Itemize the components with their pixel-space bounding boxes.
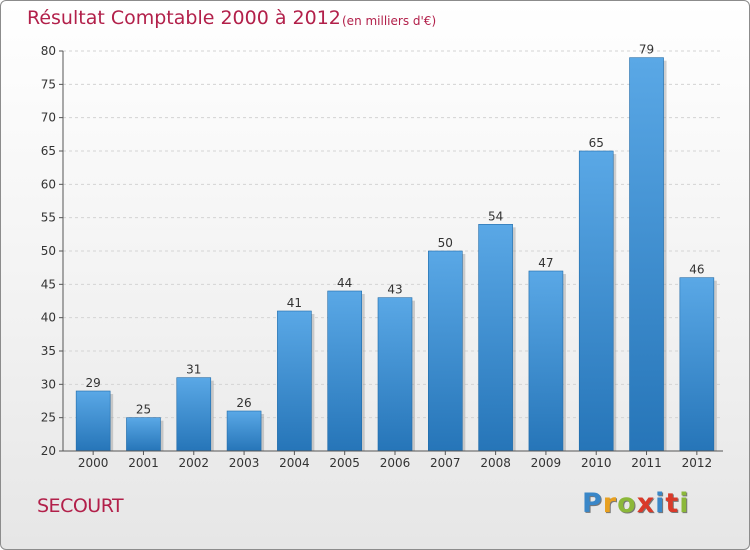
x-tick-label: 2003 (229, 456, 260, 470)
x-tick-label: 2010 (581, 456, 612, 470)
logo-letter: r (602, 488, 618, 519)
x-tick-label: 2000 (78, 456, 109, 470)
value-label: 44 (337, 276, 352, 290)
logo-letter: i (655, 488, 666, 519)
y-tick-label: 30 (41, 377, 56, 391)
x-tick-label: 2012 (682, 456, 713, 470)
value-label: 25 (136, 403, 151, 417)
bar-2004[interactable] (277, 310, 312, 452)
y-tick-label: 80 (41, 44, 56, 58)
bar-2008[interactable] (478, 224, 513, 452)
logo-letter: x (636, 488, 656, 519)
chart-subtitle: (en milliers d'€) (342, 14, 437, 28)
commune-name: SECOURT (37, 495, 124, 517)
x-tick-label: 2006 (380, 456, 411, 470)
value-label: 79 (639, 43, 654, 57)
bar-2002[interactable] (176, 377, 212, 452)
x-tick-label: 2001 (128, 456, 159, 470)
bar-2000[interactable] (75, 390, 111, 452)
y-tick-label: 20 (41, 444, 56, 458)
bar-2007[interactable] (428, 250, 463, 452)
x-tick-label: 2008 (480, 456, 511, 470)
axes: 20 25 30 35 40 45 50 55 60 65 70 75 80 2000 2001 2002 20… (41, 44, 723, 470)
bar-series: 29 25 31 26 41 44 43 50 54 47 65 79 46 (75, 43, 717, 452)
value-label: 46 (689, 263, 704, 277)
x-tick-label: 2002 (178, 456, 209, 470)
y-tick-label: 60 (41, 177, 56, 191)
bar-2012[interactable] (679, 277, 715, 452)
y-tick-label: 35 (41, 344, 56, 358)
logo-letter: t (665, 488, 680, 519)
y-tick-label: 65 (41, 144, 56, 158)
value-label: 26 (236, 396, 251, 410)
value-label: 41 (287, 296, 302, 310)
chart-title: Résultat Comptable 2000 à 2012 (27, 7, 341, 29)
value-label: 31 (186, 363, 201, 377)
value-label: 65 (589, 136, 604, 150)
x-tick-label: 2011 (631, 456, 662, 470)
bar-2001[interactable] (126, 417, 161, 452)
y-tick-label: 50 (41, 244, 56, 258)
value-label: 47 (538, 256, 553, 270)
value-label: 29 (86, 376, 101, 390)
logo-letter: o (617, 488, 637, 519)
proxiti-logo[interactable]: Proxiti (582, 488, 690, 519)
bar-2006[interactable] (377, 297, 413, 452)
y-tick-label: 40 (41, 311, 56, 325)
x-tick-label: 2009 (531, 456, 562, 470)
x-tick-label: 2007 (430, 456, 461, 470)
y-tick-label: 55 (41, 211, 56, 225)
value-label: 50 (438, 236, 453, 250)
bar-2011[interactable] (629, 57, 664, 452)
x-tick-label: 2004 (279, 456, 310, 470)
y-tick-label: 70 (41, 111, 56, 125)
bar-2009[interactable] (528, 270, 564, 452)
value-label: 43 (387, 283, 402, 297)
bar-2003[interactable] (226, 410, 262, 452)
bar-2010[interactable] (578, 150, 614, 452)
logo-letter: P (582, 488, 603, 519)
y-tick-label: 45 (41, 277, 56, 291)
x-tick-label: 2005 (329, 456, 360, 470)
y-tick-label: 25 (41, 411, 56, 425)
y-tick-label: 75 (41, 77, 56, 91)
bar-2005[interactable] (327, 290, 362, 452)
value-label: 54 (488, 209, 503, 223)
logo-letter: i (679, 488, 690, 519)
